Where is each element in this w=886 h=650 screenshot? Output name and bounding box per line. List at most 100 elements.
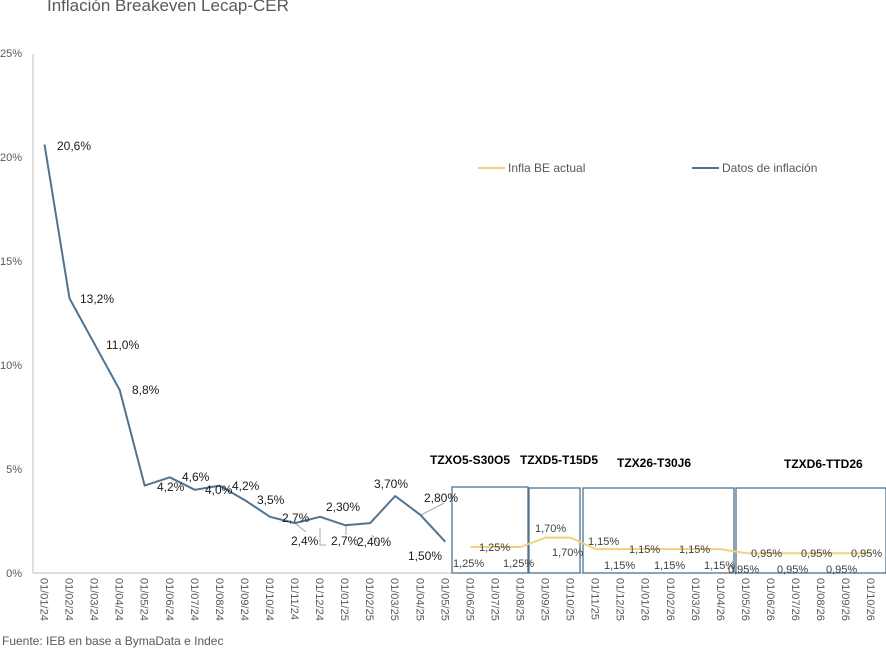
data-label: 2,80% xyxy=(424,491,458,505)
x-tick-label: 01/09/24 xyxy=(238,578,250,621)
data-label: 0,95% xyxy=(777,564,808,576)
data-label: 0,95% xyxy=(801,548,832,560)
x-tick-label: 01/01/25 xyxy=(338,578,350,621)
y-tick-labels: 0% 5% 10% 15% 20% 25% xyxy=(0,48,22,580)
x-tick-label: 01/01/24 xyxy=(38,578,50,621)
x-tick-label: 01/11/25 xyxy=(589,578,601,620)
series-lines xyxy=(43,144,872,555)
data-label: 2,40% xyxy=(357,535,391,549)
x-tick-label: 01/06/24 xyxy=(163,578,175,621)
axes xyxy=(32,54,886,574)
x-tick-label: 01/02/26 xyxy=(664,578,676,621)
data-label: 1,15% xyxy=(604,560,635,572)
x-tick-label: 01/08/26 xyxy=(814,578,826,621)
chart-title: Inflación Breakeven Lecap-CER xyxy=(47,0,289,15)
legend-item-infla-be: Infla BE actual xyxy=(478,161,585,175)
data-label: 1,70% xyxy=(535,523,566,535)
data-label: 3,70% xyxy=(374,477,408,491)
data-label: 4,2% xyxy=(232,479,260,493)
data-label: 1,25% xyxy=(503,558,534,570)
x-tick-label: 01/10/25 xyxy=(564,578,576,621)
x-tick-label: 01/02/25 xyxy=(363,578,375,621)
x-tick-label: 01/09/25 xyxy=(539,578,551,621)
bond-box xyxy=(735,487,886,574)
bond-box xyxy=(582,487,735,574)
legend-label: Datos de inflación xyxy=(722,161,818,175)
data-label: 2,7% xyxy=(282,511,310,525)
data-label: 1,25% xyxy=(453,558,484,570)
y-tick-label: 5% xyxy=(6,464,22,476)
y-tick-label: 15% xyxy=(0,256,22,268)
bond-label: TZXD5-T15D5 xyxy=(520,453,599,467)
x-tick-label: 01/03/24 xyxy=(88,578,100,621)
x-tick-label: 01/05/24 xyxy=(138,578,150,621)
data-label: 8,8% xyxy=(132,383,160,397)
x-tick-label: 01/10/26 xyxy=(864,578,876,621)
legend-swatch-blue xyxy=(692,167,719,169)
y-tick-label: 20% xyxy=(0,152,22,164)
bond-label: TZXD6-TTD26 xyxy=(784,457,863,471)
x-tick-label: 01/05/25 xyxy=(438,578,450,621)
series-line-infla-be xyxy=(470,536,872,555)
y-tick-label: 0% xyxy=(6,568,22,580)
x-tick-label: 01/04/26 xyxy=(714,578,726,621)
x-tick-label: 01/03/25 xyxy=(388,578,400,621)
data-label: 4,6% xyxy=(182,470,210,484)
x-tick-label: 01/07/25 xyxy=(488,578,500,621)
data-label: 4,2% xyxy=(157,480,185,494)
x-tick-label: 01/07/24 xyxy=(188,578,200,621)
bond-label: TZXO5-S30O5 xyxy=(430,453,511,467)
data-label: 2,4% xyxy=(291,534,319,548)
x-tick-label: 01/05/26 xyxy=(739,578,751,621)
bond-box xyxy=(451,486,529,574)
data-label: 0,95% xyxy=(851,548,882,560)
data-label: 1,50% xyxy=(408,549,442,563)
data-label: 0,95% xyxy=(728,564,759,576)
x-tick-label: 01/04/24 xyxy=(113,578,125,621)
legend-label: Infla BE actual xyxy=(508,161,586,175)
leader-line xyxy=(420,502,445,516)
x-tick-label: 01/06/26 xyxy=(764,578,776,621)
data-label: 1,15% xyxy=(704,560,735,572)
data-label: 1,15% xyxy=(629,544,660,556)
data-label: 0,95% xyxy=(751,548,782,560)
data-label: 13,2% xyxy=(80,292,114,306)
x-tick-labels: 01/01/24 01/02/24 01/03/24 01/04/24 01/05/24… xyxy=(38,578,877,621)
data-label: 1,70% xyxy=(552,547,583,559)
data-label: 1,15% xyxy=(588,536,619,548)
data-label: 11,0% xyxy=(106,338,139,352)
data-label: 2,7% xyxy=(331,534,359,548)
data-label: 2,30% xyxy=(326,500,360,514)
x-tick-label: 01/12/25 xyxy=(614,578,626,621)
data-label: 1,15% xyxy=(679,544,710,556)
x-tick-label: 01/10/24 xyxy=(263,578,275,621)
series-line-datos-inflacion xyxy=(43,144,447,543)
x-tick-label: 01/08/25 xyxy=(513,578,525,621)
data-label: 3,5% xyxy=(257,493,285,507)
bond-box xyxy=(528,487,581,574)
data-label: 20,6% xyxy=(57,139,91,153)
data-label: 1,25% xyxy=(479,542,510,554)
y-tick-label: 25% xyxy=(0,48,22,60)
data-label: 4,0% xyxy=(205,483,233,497)
source-note: Fuente: IEB en base a BymaData e Indec xyxy=(2,634,224,648)
x-tick-label: 01/08/24 xyxy=(213,578,225,621)
x-tick-label: 01/11/24 xyxy=(288,578,300,620)
leader-line xyxy=(371,534,381,547)
y-tick-label: 10% xyxy=(0,360,22,372)
leader-line xyxy=(295,523,307,533)
data-label: 0,95% xyxy=(826,564,857,576)
x-tick-label: 01/04/25 xyxy=(413,578,425,621)
legend-item-datos-inflacion: Datos de inflación xyxy=(692,161,817,175)
x-tick-label: 01/01/26 xyxy=(639,578,651,621)
bond-label: TZX26-T30J6 xyxy=(617,456,692,470)
data-labels: 20,6%13,2%11,0%8,8%4,2%4,6%4,0% 4,2%3,5%2… xyxy=(57,139,882,576)
x-tick-label: 01/02/24 xyxy=(63,578,75,621)
bond-boxes xyxy=(451,486,886,574)
leader-lines xyxy=(295,502,445,547)
leader-line xyxy=(319,528,326,546)
x-tick-label: 01/03/26 xyxy=(689,578,701,621)
x-tick-label: 01/06/25 xyxy=(463,578,475,621)
x-tick-label: 01/12/24 xyxy=(313,578,325,621)
